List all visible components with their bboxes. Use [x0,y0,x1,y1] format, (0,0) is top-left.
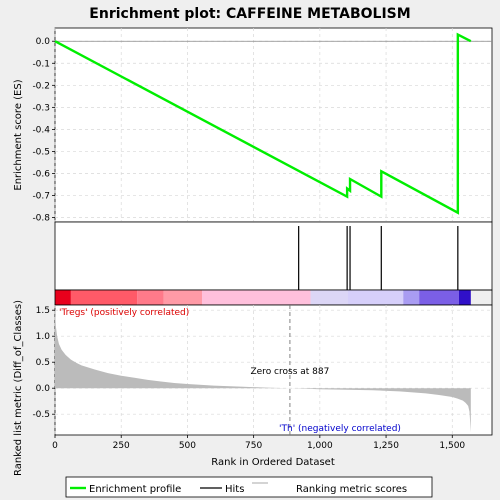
x-tick-label: 250 [113,441,130,451]
x-tick-label: 750 [245,441,262,451]
x-tick-label: 1,000 [307,441,333,451]
colorbar-segment [419,290,459,305]
metric-y-tick-label: 1.5 [36,306,50,316]
es-y-tick-label: -0.8 [32,214,50,224]
es-y-tick-label: -0.4 [32,125,50,135]
hit-lines [298,226,459,290]
legend-box [65,476,433,498]
metric-panel: 1.5 1.0 0.5 0.0 -0.5 'Tregs' (positively cor… [13,300,493,476]
negative-class-label: 'Th' (negatively correlated) [279,424,401,434]
zero-cross-label: Zero cross at 887 [250,367,329,377]
es-y-tick-label: -0.1 [32,59,50,69]
metric-y-tick-label: 0.5 [36,358,50,368]
x-tick-label: 1,250 [373,441,399,451]
es-y-tick-label: -0.3 [32,103,50,113]
metric-y-axis-label: Ranked list metric (Diff_of_Classes) [13,300,24,476]
legend-label-enrichment-profile: Enrichment profile [89,484,181,495]
es-y-tick-label: -0.7 [32,192,50,202]
metric-plot-area [54,304,493,436]
colorbar-segment [310,290,348,305]
es-grid [54,28,492,222]
hits-panel [54,221,493,291]
rank-colorbar [54,289,493,306]
colorbar-segment [458,290,471,305]
chart-title: Enrichment plot: CAFFEINE METABOLISM [89,6,410,22]
colorbar-segment [163,290,202,305]
es-y-tick-label: 0.0 [36,37,51,47]
legend: Enrichment profile Hits Ranking metric s… [65,476,433,498]
colorbar-segment [347,290,404,305]
es-plot-area [54,27,493,223]
x-tick-label: 500 [179,441,196,451]
x-tick-label: 0 [52,441,58,451]
x-tick-label: 1,500 [439,441,465,451]
positive-class-label: 'Tregs' (positively correlated) [59,308,189,318]
x-axis-ticks: 0 250 500 750 1,000 1,250 1,500 [52,435,465,451]
colorbar-segment [70,290,138,305]
legend-label-hits: Hits [225,484,244,495]
es-y-tick-label: -0.2 [32,81,50,91]
metric-y-ticks: 1.5 1.0 0.5 0.0 -0.5 [32,306,55,420]
colorbar-segment [403,290,420,305]
metric-y-tick-label: 0.0 [36,384,51,394]
metric-y-tick-label: 1.0 [36,332,51,342]
colorbar-segment [137,290,164,305]
es-y-tick-label: -0.6 [32,170,50,180]
legend-label-ranking-metric: Ranking metric scores [296,484,407,495]
colorbar-segment [55,290,71,305]
es-y-ticks: 0.0 -0.1 -0.2 -0.3 -0.4 -0.5 -0.6 -0.7 -0.8 [32,37,55,224]
metric-y-tick-label: -0.5 [32,410,50,420]
es-y-tick-label: -0.5 [32,147,50,157]
x-axis-label: Rank in Ordered Dataset [211,457,335,468]
es-y-axis-label: Enrichment score (ES) [13,79,24,190]
es-panel: 0.0 -0.1 -0.2 -0.3 -0.4 -0.5 -0.6 -0.7 -0.8 Enri… [13,27,493,224]
hits-plot-area [54,221,493,291]
enrichment-profile-line [54,32,472,215]
colorbar-segment [201,290,311,305]
